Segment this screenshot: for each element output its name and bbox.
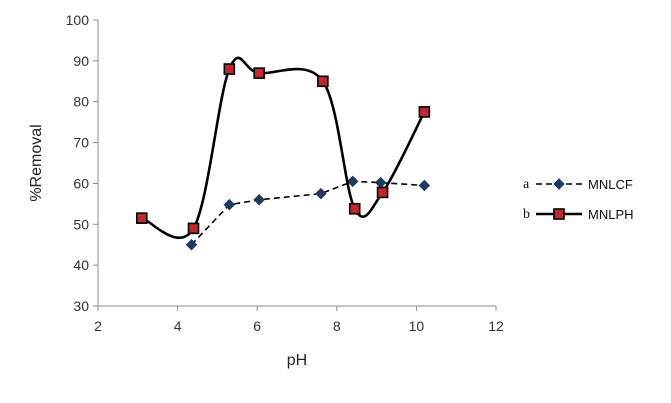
data-point-mnlph	[187, 222, 200, 235]
x-tick-label: 4	[174, 318, 182, 334]
y-tick-label: 70	[73, 135, 89, 151]
data-point-mnlph	[348, 202, 361, 215]
y-tick-label: 30	[73, 298, 89, 314]
data-point-mnlcf	[315, 187, 327, 200]
tick-labels: 30 40 50 60 70 80 90 100 2 4 6 8 10 12	[66, 12, 504, 334]
legend: a MNLCF b MNLPH	[523, 177, 634, 222]
x-tick-label: 6	[253, 318, 261, 334]
data-point-mnlph	[418, 106, 431, 118]
legend-label: MNLPH	[588, 207, 634, 222]
legend-letter: a	[523, 177, 530, 192]
series-line-mnlcf	[190, 180, 425, 246]
data-point-mnlph	[253, 67, 265, 79]
axes	[93, 19, 497, 311]
data-point-mnlcf	[374, 176, 387, 189]
x-tick-label: 10	[409, 318, 425, 334]
legend-marker	[553, 178, 565, 190]
series-mnlcf	[185, 175, 431, 251]
data-point-mnlph	[135, 212, 148, 224]
y-axis-label: %Removal	[28, 124, 45, 201]
series-mnlph	[135, 56, 431, 239]
y-tick-label: 40	[73, 257, 89, 273]
y-tick-label: 50	[73, 216, 89, 232]
data-point-mnlcf	[253, 193, 266, 206]
data-point-mnlph	[223, 63, 236, 75]
series-line-mnlph	[141, 56, 426, 239]
data-point-mnlcf	[346, 175, 359, 188]
legend-entry-mnlcf: a MNLCF	[523, 177, 633, 192]
y-tick-label: 60	[73, 175, 89, 191]
data-point-mnlph	[376, 186, 389, 199]
x-axis-label: pH	[287, 352, 307, 369]
y-tick-label: 100	[66, 12, 90, 28]
series	[135, 56, 431, 251]
y-tick-label: 80	[73, 94, 89, 110]
y-tick-label: 90	[73, 53, 89, 69]
x-tick-label: 12	[488, 318, 504, 334]
data-point-mnlph	[317, 75, 329, 88]
x-tick-label: 2	[94, 318, 102, 334]
data-point-mnlcf	[185, 238, 198, 251]
legend-marker	[553, 208, 565, 220]
legend-label: MNLCF	[588, 177, 633, 192]
legend-letter: b	[523, 207, 530, 222]
data-point-mnlcf	[223, 198, 236, 211]
legend-entry-mnlph: b MNLPH	[523, 207, 634, 222]
data-point-mnlcf	[418, 179, 431, 192]
x-tick-label: 8	[333, 318, 341, 334]
